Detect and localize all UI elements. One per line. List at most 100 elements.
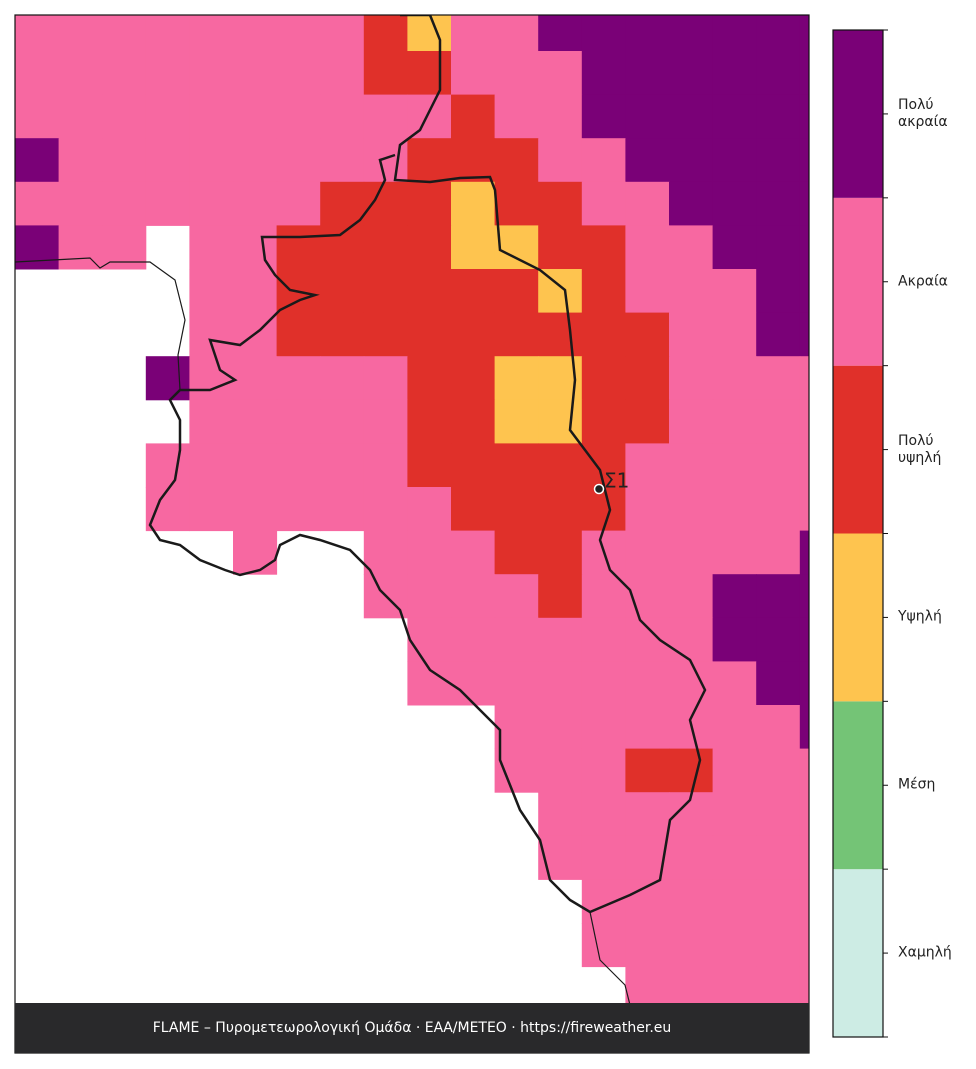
grid-cell: [145, 356, 190, 401]
grid-cell: [233, 399, 278, 444]
grid-cell: [494, 269, 539, 314]
grid-cell: [669, 617, 714, 662]
grid-cell: [320, 51, 365, 96]
grid-cell: [494, 312, 539, 357]
grid-cell: [363, 181, 408, 226]
grid-cell: [189, 181, 234, 226]
grid-cell: [756, 835, 801, 880]
grid-cell: [799, 792, 809, 837]
grid-cell: [320, 269, 365, 314]
grid-cell: [799, 225, 809, 270]
grid-cell: [145, 487, 190, 532]
grid-cell: [799, 966, 809, 1011]
grid-cell: [625, 661, 670, 706]
grid-cell: [451, 15, 496, 52]
grid-cell: [233, 487, 278, 532]
grid-cell: [799, 399, 809, 444]
grid-cell: [756, 51, 801, 96]
grid-cell: [756, 617, 801, 662]
grid-cell: [669, 138, 714, 183]
grid-cell: [712, 487, 757, 532]
grid-cell: [15, 15, 60, 52]
station-marker: [593, 483, 605, 495]
grid-cell: [538, 269, 583, 314]
grid-cell: [276, 138, 321, 183]
grid-cell: [451, 617, 496, 662]
grid-cell: [712, 51, 757, 96]
grid-cell: [189, 269, 234, 314]
legend-label: Χαμηλή: [898, 944, 952, 961]
grid-cell: [799, 879, 809, 924]
grid-cell: [407, 94, 452, 139]
grid-cell: [451, 94, 496, 139]
grid-cell: [581, 705, 626, 750]
grid-cell: [799, 51, 809, 96]
grid-cell: [581, 487, 626, 532]
grid-cell: [756, 181, 801, 226]
grid-cell: [451, 51, 496, 96]
grid-cell: [538, 661, 583, 706]
station-label: Σ1: [604, 469, 629, 493]
grid-cell: [756, 748, 801, 793]
grid-cell: [451, 225, 496, 270]
grid-cell: [799, 617, 809, 662]
colorbar-swatch: [833, 197, 883, 366]
grid-cell: [799, 269, 809, 314]
grid-cell: [363, 399, 408, 444]
grid-cell: [145, 138, 190, 183]
grid-cell: [756, 225, 801, 270]
legend-label: Πολύ ακραία: [898, 96, 948, 130]
grid-cell: [581, 879, 626, 924]
grid-cell: [538, 530, 583, 575]
grid-cell: [233, 443, 278, 488]
grid-cell: [625, 225, 670, 270]
grid-cell: [712, 269, 757, 314]
grid-cell: [538, 181, 583, 226]
grid-cell: [145, 51, 190, 96]
grid-cell: [581, 792, 626, 837]
grid-cell: [712, 617, 757, 662]
border: [589, 911, 631, 1006]
grid-cell: [320, 443, 365, 488]
grid-cell: [189, 94, 234, 139]
grid-cell: [625, 181, 670, 226]
grid-cell: [625, 51, 670, 96]
grid-cell: [58, 181, 103, 226]
grid-cell: [799, 923, 809, 968]
grid-cell: [494, 530, 539, 575]
grid-cell: [712, 312, 757, 357]
grid-cell: [407, 269, 452, 314]
grid-cell: [538, 792, 583, 837]
colorbar: [832, 29, 888, 1038]
grid-cell: [407, 487, 452, 532]
grid-cell: [407, 181, 452, 226]
grid-cell: [233, 225, 278, 270]
grid-cell: [712, 138, 757, 183]
grid-cell: [669, 574, 714, 619]
grid-cell: [494, 94, 539, 139]
grid-cell: [799, 181, 809, 226]
grid-cell: [756, 661, 801, 706]
grid-cell: [581, 356, 626, 401]
grid-cell: [625, 399, 670, 444]
grid-cell: [451, 138, 496, 183]
grid-cell: [276, 51, 321, 96]
legend-label: Υψηλή: [898, 608, 942, 625]
grid-cell: [320, 399, 365, 444]
grid-cell: [407, 225, 452, 270]
grid-cell: [494, 705, 539, 750]
grid-cell: [58, 225, 103, 270]
grid-cell: [669, 530, 714, 575]
grid-cell: [799, 574, 809, 619]
border: [15, 257, 186, 391]
grid-cell: [189, 443, 234, 488]
grid-cell: [799, 15, 809, 52]
grid-cell: [451, 443, 496, 488]
grid-cell: [407, 312, 452, 357]
grid-cell: [320, 312, 365, 357]
grid-cell: [276, 443, 321, 488]
grid-cell: [581, 94, 626, 139]
grid-cell: [712, 574, 757, 619]
grid-cell: [625, 923, 670, 968]
grid-cell: [363, 269, 408, 314]
